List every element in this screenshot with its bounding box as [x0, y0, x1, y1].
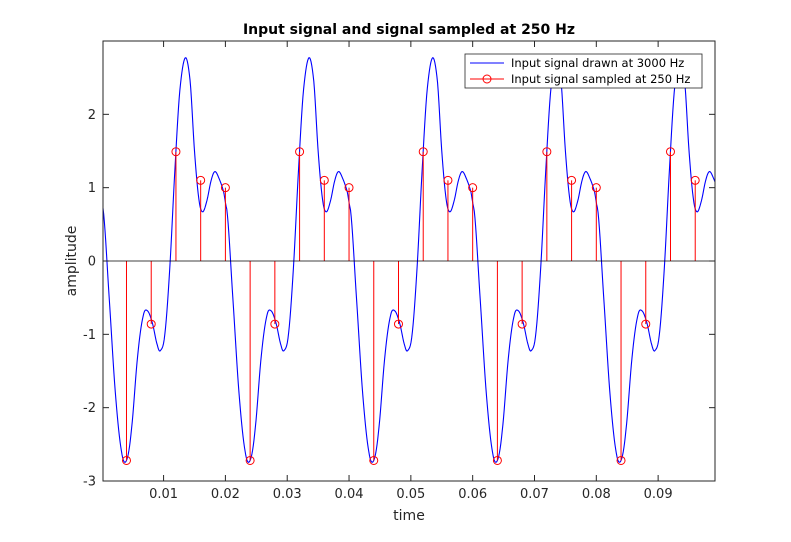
x-axis: 0.01 0.02 0.03 0.04 0.05 0.06 0.07 0.08 0.09 — [149, 41, 673, 502]
sample-marker — [344, 183, 354, 193]
sample-marker — [690, 175, 700, 185]
signal-layer — [102, 56, 716, 463]
x-tick-label: 0.01 — [149, 487, 178, 502]
sample-marker — [567, 175, 577, 185]
sample-marker — [121, 455, 131, 465]
sample-marker — [319, 175, 329, 185]
chart-title: Input signal and signal sampled at 250 H… — [243, 22, 575, 38]
x-tick-label: 0.02 — [211, 487, 240, 502]
y-tick-label: -2 — [83, 401, 96, 416]
x-tick-label: 0.08 — [582, 487, 611, 502]
sample-marker — [542, 147, 552, 157]
sample-marker — [196, 175, 206, 185]
x-tick-label: 0.06 — [458, 487, 487, 502]
sample-marker — [220, 183, 230, 193]
y-tick-label: -3 — [83, 475, 96, 490]
sample-marker — [418, 147, 428, 157]
sample-marker — [641, 319, 651, 329]
stems-layer — [121, 147, 700, 465]
sample-marker — [616, 455, 626, 465]
x-tick-label: 0.07 — [520, 487, 549, 502]
x-tick-label: 0.04 — [335, 487, 364, 502]
y-axis: -3 -2 -1 0 1 2 — [83, 108, 715, 490]
sample-marker — [245, 455, 255, 465]
sample-marker — [492, 455, 502, 465]
y-tick-label: -1 — [83, 328, 96, 343]
sample-marker — [369, 455, 379, 465]
x-tick-label: 0.03 — [273, 487, 302, 502]
sample-marker — [171, 147, 181, 157]
sample-marker — [443, 175, 453, 185]
signal-line — [102, 56, 716, 463]
x-axis-label: time — [393, 508, 425, 524]
legend-label-samples: Input signal sampled at 250 Hz — [511, 72, 690, 86]
legend-box — [464, 53, 703, 89]
sample-marker — [146, 319, 156, 329]
sample-marker — [270, 319, 280, 329]
y-tick-label: 1 — [88, 181, 96, 196]
y-tick-label: 0 — [88, 255, 96, 270]
y-tick-label: 2 — [88, 108, 96, 123]
sample-marker — [517, 319, 527, 329]
sample-marker — [591, 183, 601, 193]
legend-label-signal: Input signal drawn at 3000 Hz — [511, 56, 684, 70]
sample-marker — [665, 147, 675, 157]
legend-stem-marker-circle — [482, 74, 492, 84]
legend: Input signal drawn at 3000 Hz Input sign… — [464, 53, 703, 89]
x-tick-label: 0.05 — [396, 487, 425, 502]
sample-marker — [468, 183, 478, 193]
sample-marker — [295, 147, 305, 157]
x-tick-label: 0.09 — [644, 487, 673, 502]
sample-marker — [393, 319, 403, 329]
y-axis-label: amplitude — [64, 226, 80, 297]
